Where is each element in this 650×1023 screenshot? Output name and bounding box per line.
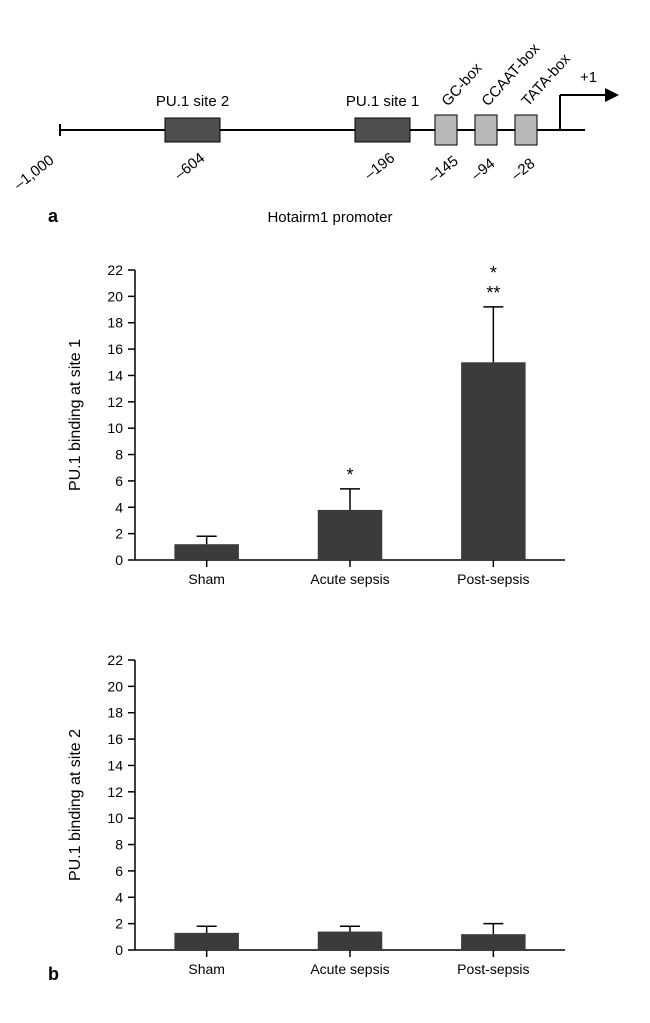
panel-b-label: b — [48, 964, 59, 984]
x-tick-label: Sham — [188, 961, 225, 977]
pu1-site-2-pos: –196 — [361, 149, 398, 183]
pu1-site-2-label: PU.1 site 1 — [346, 93, 419, 110]
y-tick-label: 6 — [115, 473, 123, 489]
promoter-box-0-pos: –145 — [425, 152, 462, 186]
y-tick-label: 0 — [115, 942, 123, 958]
tss-arrowhead — [605, 88, 619, 102]
y-tick-label: 16 — [107, 731, 123, 747]
y-tick-label: 6 — [115, 863, 123, 879]
y-tick-label: 2 — [115, 916, 123, 932]
y-tick-label: 2 — [115, 526, 123, 542]
y-tick-label: 18 — [107, 315, 123, 331]
start-label: –1,000 — [11, 152, 58, 194]
panel-a: +1 –1,000 PU.1 site 2 –604 PU.1 site 1 –196 GC… — [11, 40, 619, 226]
y-axis-label: PU.1 binding at site 2 — [67, 729, 84, 881]
y-tick-label: 10 — [107, 420, 123, 436]
bar — [174, 933, 239, 950]
x-tick-label: Acute sepsis — [310, 571, 389, 587]
chart-1: 0 2 4 6 8 10 12 14 16 18 20 22 PU.1 binding at site … — [67, 262, 565, 587]
y-tick-label: 4 — [115, 889, 123, 905]
y-tick-label: 22 — [107, 262, 123, 278]
sig-annotation: ** — [486, 283, 500, 303]
y-tick-label: 10 — [107, 810, 123, 826]
promoter-box-1 — [475, 115, 497, 145]
bar — [318, 932, 383, 950]
pu1-site-1 — [165, 118, 220, 142]
x-tick-label: Post-sepsis — [457, 571, 529, 587]
panel-a-label: a — [48, 206, 59, 226]
y-tick-label: 20 — [107, 678, 123, 694]
y-tick-label: 12 — [107, 784, 123, 800]
y-tick-label: 0 — [115, 552, 123, 568]
pu1-site-2 — [355, 118, 410, 142]
x-tick-label: Acute sepsis — [310, 961, 389, 977]
y-tick-label: 20 — [107, 288, 123, 304]
y-tick-label: 14 — [107, 367, 123, 383]
chart-2: 0 2 4 6 8 10 12 14 16 18 20 22 PU.1 binding at site … — [67, 652, 565, 977]
bar — [461, 362, 526, 560]
bar — [461, 934, 526, 950]
promoter-box-0 — [435, 115, 457, 145]
y-axis-label: PU.1 binding at site 1 — [67, 339, 84, 491]
promoter-box-2 — [515, 115, 537, 145]
bar — [318, 510, 383, 560]
y-tick-label: 14 — [107, 757, 123, 773]
y-tick-label: 8 — [115, 837, 123, 853]
panel-a-caption: Hotairm1 promoter — [267, 209, 392, 226]
y-tick-label: 22 — [107, 652, 123, 668]
y-tick-label: 18 — [107, 705, 123, 721]
y-tick-label: 8 — [115, 447, 123, 463]
y-tick-label: 16 — [107, 341, 123, 357]
pu1-site-1-pos: –604 — [171, 149, 208, 183]
promoter-box-2-pos: –28 — [508, 155, 538, 184]
sig-annotation: * — [346, 465, 353, 485]
y-tick-label: 12 — [107, 394, 123, 410]
bar — [174, 544, 239, 560]
tss-label: +1 — [580, 69, 597, 86]
x-tick-label: Sham — [188, 571, 225, 587]
promoter-box-1-pos: –94 — [468, 155, 498, 184]
sig-annotation: * — [490, 263, 497, 283]
x-tick-label: Post-sepsis — [457, 961, 529, 977]
y-tick-label: 4 — [115, 499, 123, 515]
promoter-box-0-label: GC-box — [438, 60, 486, 110]
pu1-site-1-label: PU.1 site 2 — [156, 93, 229, 110]
